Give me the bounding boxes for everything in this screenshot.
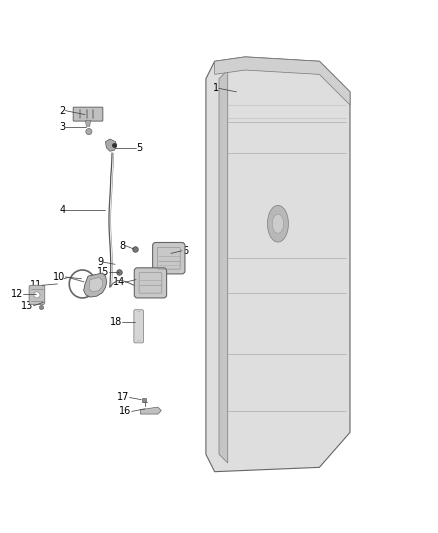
Text: 5: 5 [136, 143, 142, 153]
Text: 3: 3 [59, 122, 65, 132]
Polygon shape [272, 214, 284, 233]
Text: 10: 10 [53, 272, 65, 282]
Polygon shape [206, 57, 350, 472]
Text: 1: 1 [213, 83, 219, 93]
Text: 14: 14 [113, 277, 125, 287]
FancyBboxPatch shape [73, 107, 103, 121]
Polygon shape [84, 273, 107, 297]
FancyBboxPatch shape [134, 310, 144, 343]
Text: 2: 2 [59, 106, 65, 116]
Text: 18: 18 [110, 317, 122, 327]
Circle shape [34, 292, 40, 298]
FancyBboxPatch shape [29, 285, 45, 304]
Text: 13: 13 [21, 301, 33, 311]
Text: 16: 16 [120, 407, 132, 416]
Polygon shape [268, 205, 288, 242]
Text: 17: 17 [117, 392, 130, 402]
Text: 6: 6 [182, 246, 188, 256]
FancyBboxPatch shape [152, 243, 185, 274]
Polygon shape [85, 120, 91, 126]
FancyBboxPatch shape [134, 268, 166, 298]
Text: 9: 9 [97, 257, 103, 267]
Text: 8: 8 [119, 240, 125, 251]
Polygon shape [215, 57, 350, 105]
Polygon shape [106, 139, 117, 151]
Text: 15: 15 [97, 267, 109, 277]
Polygon shape [219, 70, 228, 463]
Circle shape [86, 128, 92, 135]
Polygon shape [141, 407, 161, 414]
Text: 11: 11 [30, 280, 42, 290]
Polygon shape [89, 277, 102, 292]
Text: 12: 12 [11, 289, 23, 300]
Text: 4: 4 [59, 205, 65, 215]
